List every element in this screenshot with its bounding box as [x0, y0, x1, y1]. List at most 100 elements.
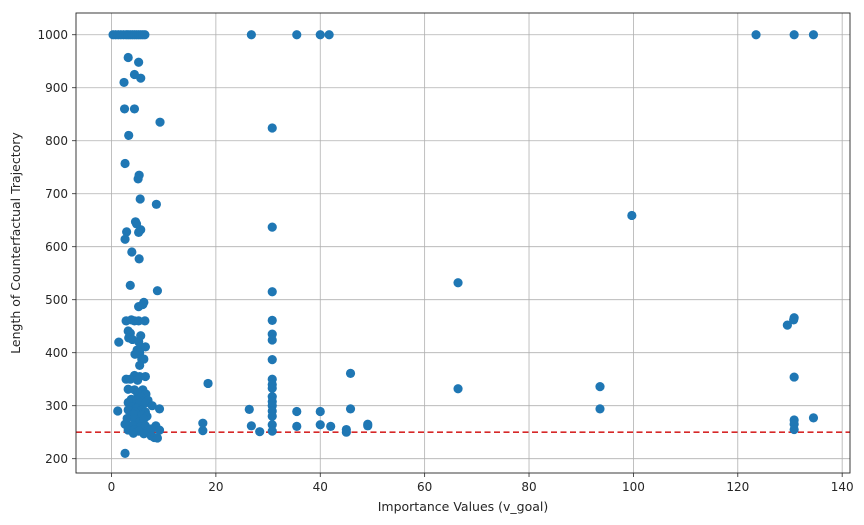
data-point	[292, 421, 302, 431]
data-point	[363, 421, 373, 431]
data-point	[155, 117, 165, 127]
data-point	[119, 104, 130, 114]
data-point	[198, 426, 208, 436]
data-point	[341, 427, 351, 437]
data-point	[132, 375, 143, 385]
data-point	[134, 254, 144, 264]
data-point	[315, 406, 325, 417]
data-point	[134, 227, 144, 238]
data-point	[595, 382, 605, 392]
data-point	[292, 30, 302, 40]
y-tick-label: 900	[45, 81, 68, 95]
data-point	[315, 30, 325, 40]
data-point	[627, 210, 637, 221]
data-points	[108, 30, 819, 458]
x-tick-label: 140	[831, 480, 854, 494]
data-point	[789, 372, 799, 382]
data-point	[119, 77, 129, 88]
data-point	[140, 316, 150, 326]
y-tick-label: 200	[45, 452, 68, 466]
data-point	[139, 429, 149, 439]
data-point	[122, 227, 132, 237]
data-point	[151, 199, 161, 209]
data-point	[114, 337, 124, 347]
plot-frame	[75, 12, 851, 474]
data-point	[267, 222, 277, 232]
data-point	[595, 404, 605, 414]
data-point	[146, 424, 156, 434]
data-point	[345, 368, 356, 378]
data-point	[267, 411, 277, 421]
data-point	[267, 287, 277, 297]
data-point	[135, 360, 145, 371]
data-point	[124, 130, 134, 141]
data-point	[453, 278, 463, 288]
data-point	[324, 30, 334, 40]
data-point	[127, 247, 137, 257]
data-point	[789, 30, 799, 40]
y-tick-label: 300	[45, 399, 68, 413]
data-point	[267, 420, 277, 430]
data-point	[128, 428, 139, 438]
data-point	[123, 52, 133, 63]
data-point	[453, 384, 463, 394]
y-axis-ticks: 200 300 400 500 600 700 800 900 1000	[37, 28, 76, 466]
data-point	[125, 374, 135, 384]
data-point	[751, 30, 761, 40]
y-axis-label: Length of Counterfactual Trajectory	[8, 132, 23, 354]
data-point	[130, 349, 140, 359]
x-tick-label: 20	[208, 480, 223, 494]
data-point	[120, 158, 130, 169]
x-tick-label: 80	[521, 480, 536, 494]
data-point	[120, 234, 130, 244]
data-point	[198, 418, 208, 428]
data-point	[125, 280, 135, 290]
data-point	[292, 406, 302, 417]
y-tick-label: 800	[45, 134, 68, 148]
data-point	[267, 383, 277, 393]
data-point	[120, 448, 130, 458]
data-point	[140, 30, 150, 40]
data-point	[326, 421, 336, 431]
data-point	[267, 335, 277, 345]
x-axis-ticks: 0 20 40 60 80 100 120 140	[108, 473, 854, 494]
data-point	[244, 404, 254, 415]
data-point	[136, 73, 146, 83]
grid-lines	[76, 13, 850, 473]
x-tick-label: 0	[108, 480, 116, 494]
data-point	[345, 404, 356, 414]
data-point	[808, 30, 819, 40]
data-point	[203, 378, 213, 389]
y-tick-label: 600	[45, 240, 68, 254]
x-tick-label: 100	[622, 480, 645, 494]
data-point	[134, 301, 144, 312]
x-tick-label: 60	[417, 480, 432, 494]
data-point	[267, 315, 277, 325]
y-tick-label: 700	[45, 187, 68, 201]
data-point	[140, 371, 151, 382]
data-point	[147, 401, 157, 411]
data-point	[135, 194, 145, 204]
data-point	[113, 406, 123, 416]
data-point	[789, 424, 799, 435]
data-point	[129, 104, 140, 114]
x-tick-label: 40	[313, 480, 328, 494]
data-point	[246, 30, 256, 40]
data-point	[789, 315, 799, 325]
data-point	[140, 342, 151, 352]
data-point	[134, 57, 144, 67]
data-point	[154, 425, 165, 435]
x-tick-label: 120	[726, 480, 749, 494]
data-point	[782, 320, 792, 330]
data-point	[154, 404, 165, 414]
data-point	[808, 413, 819, 423]
data-point	[133, 174, 143, 184]
data-point	[315, 420, 325, 430]
data-point	[152, 433, 163, 443]
data-point	[267, 354, 277, 365]
y-tick-label: 1000	[37, 28, 68, 42]
data-point	[152, 286, 163, 296]
data-point	[139, 414, 149, 424]
data-point	[267, 426, 277, 436]
